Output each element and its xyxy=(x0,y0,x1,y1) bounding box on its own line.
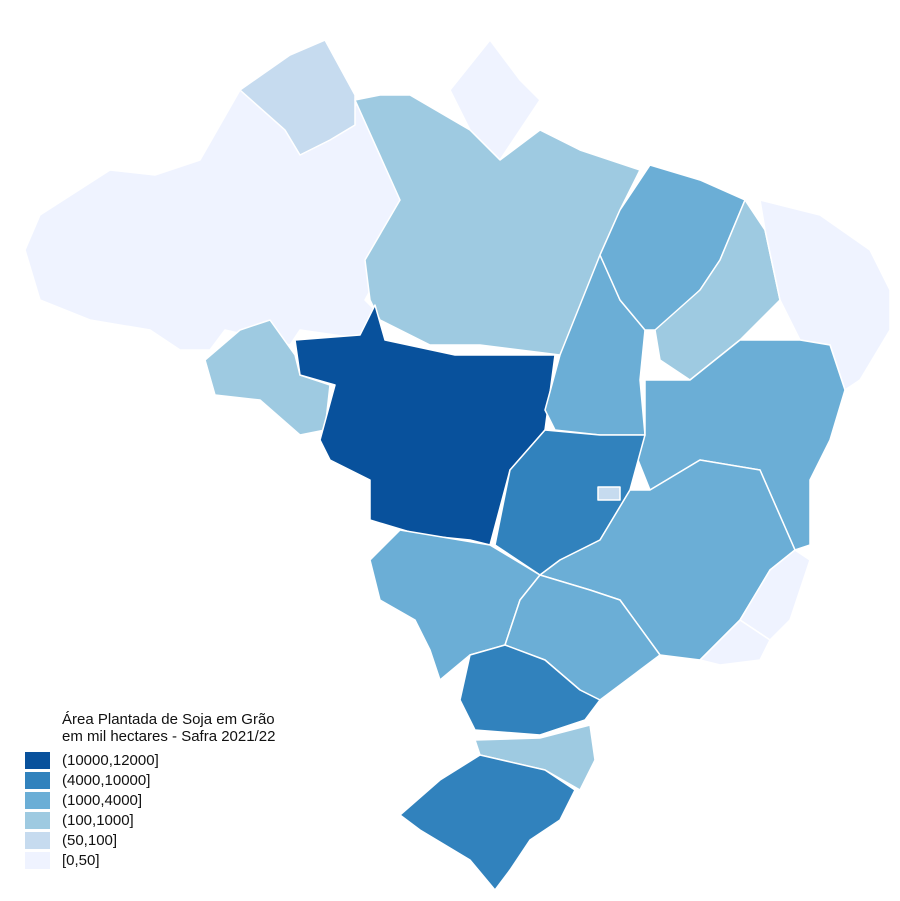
states xyxy=(24,39,891,891)
legend-title: em mil hectares - Safra 2021/22 xyxy=(62,728,275,745)
legend-swatch xyxy=(25,752,50,769)
state xyxy=(239,39,356,156)
state xyxy=(759,199,891,391)
legend-swatch xyxy=(25,852,50,869)
state xyxy=(294,304,556,546)
state xyxy=(204,319,331,436)
legend-label: (50,100] xyxy=(62,832,117,849)
legend-label: (10000,12000] xyxy=(62,752,159,769)
legend-swatch xyxy=(25,812,50,829)
state xyxy=(629,339,846,551)
legend-title: Área Plantada de Soja em Grão xyxy=(62,711,275,728)
legend-swatch xyxy=(25,832,50,849)
legend: Área Plantada de Soja em Grão em mil hec… xyxy=(25,711,275,869)
state xyxy=(459,644,601,736)
legend-label: (100,1000] xyxy=(62,812,134,829)
legend-label: (1000,4000] xyxy=(62,792,142,809)
legend-swatch xyxy=(25,772,50,789)
state xyxy=(699,619,771,666)
legend-swatch xyxy=(25,792,50,809)
state xyxy=(597,486,621,501)
legend-label: [0,50] xyxy=(62,852,100,869)
state xyxy=(399,754,576,891)
legend-label: (4000,10000] xyxy=(62,772,150,789)
